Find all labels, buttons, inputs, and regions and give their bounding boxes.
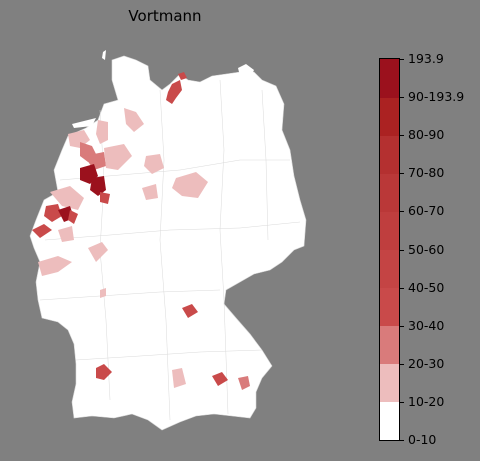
legend-tick [400, 325, 404, 327]
region-hessen-south [100, 288, 106, 298]
region-bonn [38, 256, 72, 276]
legend-tick [400, 249, 404, 251]
legend-label: 60-70 [408, 203, 445, 219]
region-salzburg-border [238, 376, 250, 390]
legend-color-band [380, 173, 399, 212]
district-boundaries [39, 79, 301, 421]
region-leer [96, 120, 108, 144]
region-krefeld [68, 210, 78, 224]
island [238, 64, 254, 78]
legend-label: 30-40 [408, 317, 445, 333]
legend-tick [400, 363, 404, 365]
region-muenster [100, 192, 110, 204]
map-title: Vortmann [128, 7, 202, 25]
legend-tick [400, 135, 404, 137]
legend-color-band [380, 325, 399, 365]
legend-label: 80-90 [408, 127, 445, 143]
legend-label: 0-10 [408, 432, 437, 447]
legend-label: 40-50 [408, 279, 445, 295]
region-bielefeld [142, 184, 158, 200]
legend-tick [400, 401, 404, 403]
region-ostholstein [166, 80, 182, 104]
legend-tick [400, 97, 404, 99]
legend-label: 70-80 [408, 165, 445, 181]
region-freudenstadt [96, 364, 112, 380]
legend-color-band [380, 135, 399, 174]
germany-outline [29, 55, 307, 431]
region-oldenburg [104, 144, 132, 170]
legend-tick [400, 59, 404, 60]
region-muenchen [212, 372, 228, 386]
island [72, 118, 96, 128]
legend-color-band [380, 287, 399, 327]
legend-tick [400, 440, 404, 441]
legend-label: 20-30 [408, 355, 445, 371]
legend-color-band [380, 249, 399, 289]
legend-color-band [380, 97, 399, 136]
legend-tick [400, 287, 404, 289]
legend-tick [400, 211, 404, 213]
legend-color-band [380, 363, 399, 403]
region-braunschweig [172, 172, 208, 198]
region-kleve [50, 186, 84, 210]
island [102, 50, 106, 60]
region-osnabrueck [90, 176, 106, 196]
region-emsland [84, 152, 106, 170]
legend-color-band [380, 59, 399, 98]
legend-tick [400, 173, 404, 175]
region-wesel [44, 204, 62, 222]
legend-color-band [380, 211, 399, 250]
region-cuxhaven [124, 108, 144, 132]
legend-label: 50-60 [408, 241, 445, 257]
legend-colorbar [379, 58, 400, 441]
region-aachen [32, 224, 52, 238]
region-ulm [172, 368, 186, 388]
legend-label: 10-20 [408, 393, 445, 409]
region-siegen [88, 242, 108, 262]
legend-label: 90-193.9 [408, 89, 465, 105]
legend-color-band [380, 401, 399, 441]
region-koeln [58, 226, 74, 242]
region-regensburg [182, 304, 198, 318]
legend-label: 193.9 [408, 51, 444, 66]
region-fehmarn [178, 72, 187, 80]
region-hannover [144, 154, 164, 174]
